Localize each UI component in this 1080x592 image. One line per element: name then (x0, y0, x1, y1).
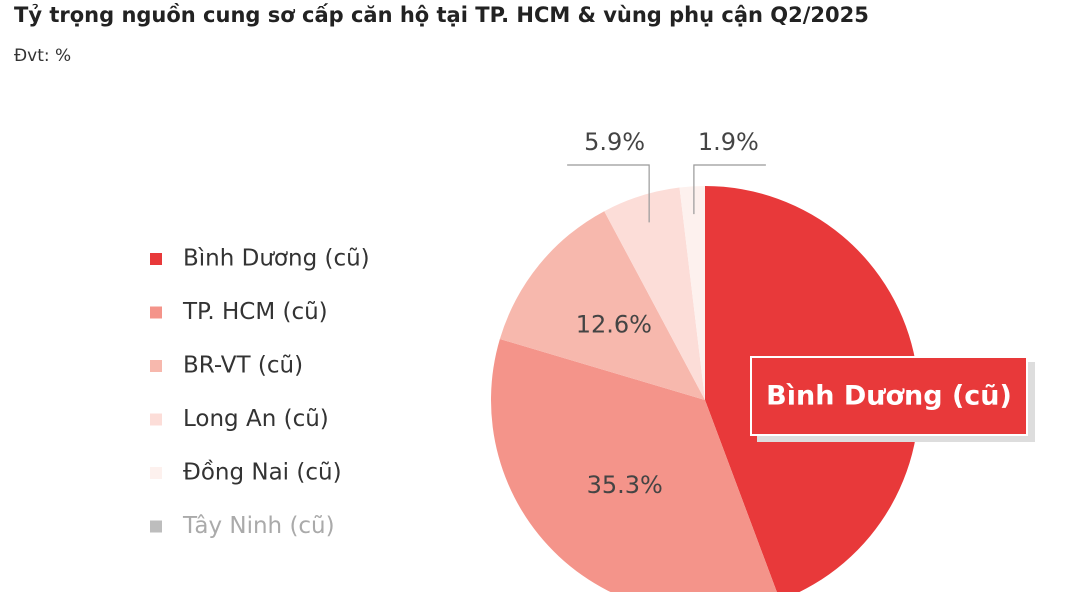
legend-swatch (150, 360, 162, 372)
pie-slice (499, 211, 705, 400)
data-label: 12.6% (576, 311, 652, 339)
pie-slice (679, 186, 705, 400)
legend-label: TP. HCM (cũ) (182, 299, 328, 325)
legend: Bình Dương (cũ) TP. HCM (cũ) BR-VT (cũ) Lon… (150, 246, 370, 539)
callout-text: Bình Dương (cũ) (766, 381, 1012, 412)
data-label: 35.3% (587, 471, 663, 499)
pie-slice (604, 187, 705, 400)
legend-label: BR-VT (cũ) (183, 353, 303, 379)
legend-swatch (150, 306, 162, 319)
legend-label: Long An (cũ) (183, 406, 329, 432)
data-label: 5.9% (584, 128, 645, 156)
legend-swatch (150, 253, 162, 265)
leader-line (567, 164, 650, 223)
legend-swatch (150, 413, 162, 426)
legend-label: Đồng Nai (cũ) (183, 460, 342, 486)
legend-swatch (150, 467, 162, 479)
pie-slice (491, 339, 777, 592)
pie: 44.3%35.3%12.6%5.9%1.9%Bình Dương (cũ) (491, 128, 1035, 592)
callout-box (750, 356, 1028, 436)
chart-title: Tỷ trọng nguồn cung sơ cấp căn hộ tại TP… (14, 3, 869, 27)
legend-label: Bình Dương (cũ) (183, 246, 370, 272)
legend-swatch (150, 520, 162, 533)
chart-subtitle: Đvt: % (14, 46, 71, 66)
data-label: 1.9% (698, 128, 759, 156)
leader-line (693, 164, 766, 215)
legend-label: Tây Ninh (cũ) (182, 513, 335, 539)
